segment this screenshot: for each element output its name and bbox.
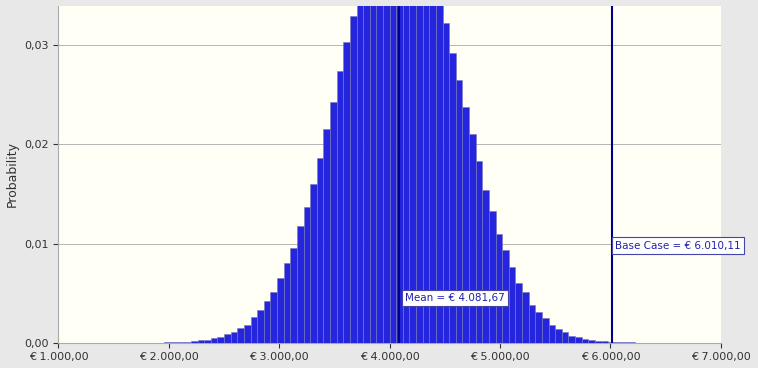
Bar bbox=[568, 336, 575, 343]
Bar bbox=[257, 310, 264, 343]
Bar bbox=[177, 342, 184, 343]
Bar bbox=[277, 277, 283, 343]
Bar bbox=[615, 342, 622, 343]
Bar bbox=[595, 341, 602, 343]
Bar bbox=[337, 71, 343, 343]
Bar bbox=[224, 334, 230, 343]
Bar bbox=[436, 0, 443, 343]
Bar bbox=[237, 328, 244, 343]
Bar bbox=[562, 332, 568, 343]
Bar bbox=[515, 283, 522, 343]
Text: Base Case = € 6.010,11: Base Case = € 6.010,11 bbox=[615, 241, 741, 251]
Bar bbox=[383, 0, 390, 343]
Bar bbox=[462, 107, 469, 343]
Bar bbox=[303, 207, 310, 343]
Bar bbox=[542, 318, 549, 343]
Bar bbox=[204, 340, 211, 343]
Bar bbox=[469, 134, 476, 343]
Bar bbox=[443, 23, 449, 343]
Bar bbox=[602, 341, 608, 343]
Bar bbox=[588, 340, 595, 343]
Bar bbox=[198, 340, 204, 343]
Bar bbox=[496, 234, 503, 343]
Bar bbox=[191, 342, 198, 343]
Bar bbox=[555, 329, 562, 343]
Bar bbox=[363, 0, 370, 343]
Bar bbox=[283, 262, 290, 343]
Bar bbox=[218, 337, 224, 343]
Bar bbox=[350, 15, 356, 343]
Bar bbox=[423, 0, 429, 343]
Bar bbox=[456, 80, 462, 343]
Bar bbox=[429, 0, 436, 343]
Bar bbox=[343, 42, 350, 343]
Bar bbox=[317, 158, 324, 343]
Bar bbox=[529, 305, 535, 343]
Bar bbox=[330, 102, 337, 343]
Bar bbox=[622, 342, 628, 343]
Bar bbox=[356, 0, 363, 343]
Bar bbox=[608, 342, 615, 343]
Bar bbox=[489, 211, 496, 343]
Bar bbox=[211, 339, 218, 343]
Bar bbox=[310, 184, 317, 343]
Bar bbox=[416, 0, 423, 343]
Bar bbox=[449, 53, 456, 343]
Bar bbox=[271, 292, 277, 343]
Bar bbox=[244, 325, 251, 343]
Bar bbox=[509, 268, 515, 343]
Bar bbox=[230, 332, 237, 343]
Bar bbox=[264, 301, 271, 343]
Bar bbox=[402, 0, 409, 343]
Bar bbox=[549, 325, 555, 343]
Bar bbox=[370, 0, 377, 343]
Bar bbox=[409, 0, 416, 343]
Bar bbox=[522, 292, 529, 343]
Bar bbox=[396, 0, 402, 343]
Bar bbox=[503, 250, 509, 343]
Bar bbox=[390, 0, 396, 343]
Bar bbox=[476, 161, 482, 343]
Bar bbox=[535, 312, 542, 343]
Bar bbox=[581, 339, 588, 343]
Bar bbox=[377, 0, 383, 343]
Bar bbox=[290, 248, 297, 343]
Bar bbox=[324, 129, 330, 343]
Bar bbox=[482, 190, 489, 343]
Bar bbox=[575, 337, 581, 343]
Text: Mean = € 4.081,67: Mean = € 4.081,67 bbox=[406, 293, 505, 303]
Bar bbox=[184, 342, 191, 343]
Y-axis label: Probability: Probability bbox=[5, 141, 18, 207]
Bar bbox=[297, 226, 303, 343]
Bar bbox=[251, 317, 257, 343]
